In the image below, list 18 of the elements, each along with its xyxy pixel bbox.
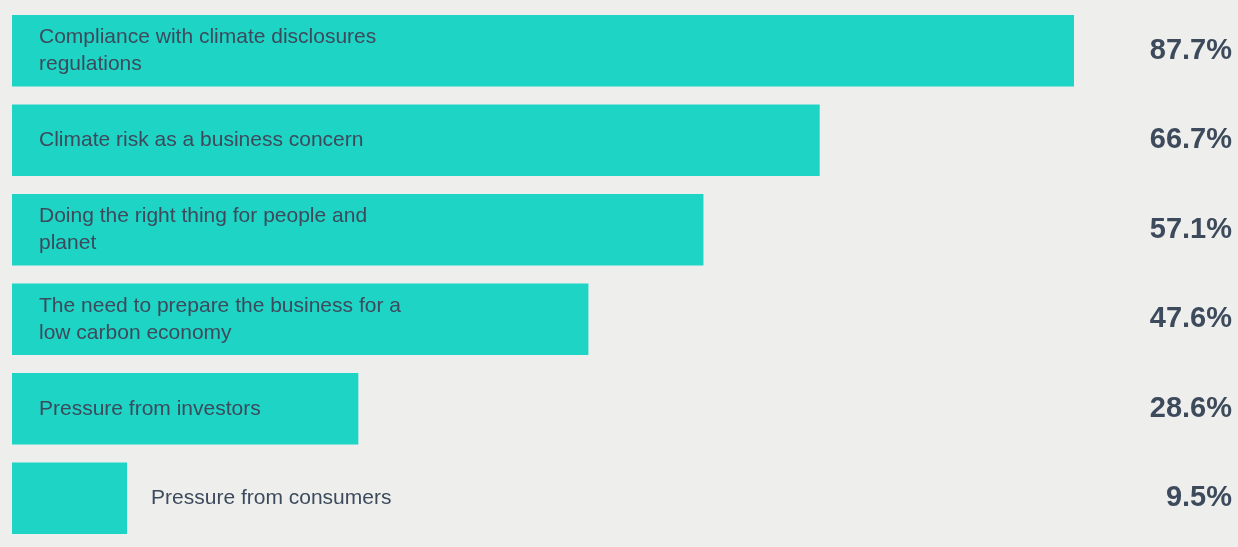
bar	[12, 104, 820, 177]
data-label: 28.6%	[1149, 390, 1233, 423]
bar	[12, 462, 128, 535]
data-label: 9.5%	[1165, 480, 1233, 513]
bar	[12, 372, 359, 445]
y-tick-label: Pressure from consumers	[151, 485, 392, 509]
y-tick-label: Pressure from investors	[39, 395, 261, 419]
y-tick-label: The need to prepare the business for a low carbon economy	[39, 292, 402, 343]
y-tick-label: Climate risk as a business concern	[39, 127, 364, 151]
bar	[12, 14, 1074, 87]
bar	[12, 193, 704, 266]
bar	[12, 283, 589, 356]
data-label: 87.7%	[1149, 32, 1233, 65]
data-label: 66.7%	[1149, 122, 1233, 155]
y-tick-label: Doing the right thing for people and planet	[39, 203, 368, 254]
data-label: 47.6%	[1149, 301, 1233, 334]
y-tick-label: Compliance with climate disclosures regulations	[39, 24, 377, 75]
data-label: 57.1%	[1149, 211, 1233, 244]
